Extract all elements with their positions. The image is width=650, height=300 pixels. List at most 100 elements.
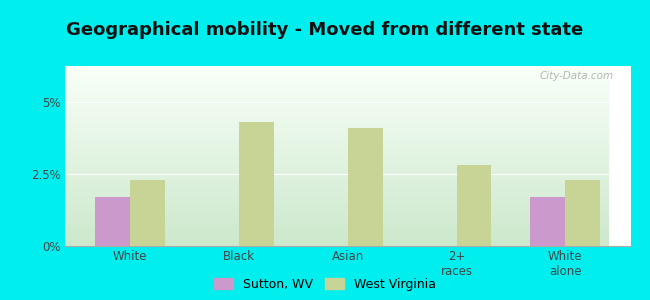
Bar <box>65 128 609 129</box>
Bar <box>65 179 609 180</box>
Bar <box>65 141 609 142</box>
Bar <box>65 78 609 79</box>
Bar <box>65 231 609 232</box>
Bar <box>65 101 609 102</box>
Bar <box>65 172 609 173</box>
Bar <box>65 227 609 228</box>
Bar <box>65 240 609 241</box>
Bar <box>65 224 609 225</box>
Bar <box>65 95 609 96</box>
Bar <box>65 120 609 121</box>
Bar <box>348 128 383 246</box>
Bar <box>65 196 609 197</box>
Bar <box>65 215 609 216</box>
Bar <box>65 107 609 108</box>
Bar <box>65 97 609 98</box>
Bar <box>456 165 491 246</box>
Bar <box>65 232 609 233</box>
Bar <box>65 166 609 167</box>
Bar <box>65 236 609 237</box>
Bar <box>65 157 609 158</box>
Bar <box>65 66 609 67</box>
Bar <box>65 90 609 91</box>
Bar <box>65 176 609 177</box>
Bar <box>65 143 609 144</box>
Bar <box>96 197 130 246</box>
Bar <box>65 122 609 123</box>
Bar <box>65 119 609 120</box>
Bar <box>65 89 609 90</box>
Bar <box>65 96 609 97</box>
Bar <box>65 117 609 118</box>
Bar <box>65 85 609 86</box>
Bar <box>65 114 609 115</box>
Bar <box>65 212 609 213</box>
Bar <box>65 150 609 151</box>
Bar <box>65 228 609 229</box>
Bar <box>65 121 609 122</box>
Bar <box>65 208 609 209</box>
Bar <box>65 213 609 214</box>
Bar <box>65 209 609 210</box>
Bar <box>65 129 609 130</box>
Bar <box>65 171 609 172</box>
Bar <box>65 229 609 230</box>
Bar <box>65 241 609 242</box>
Bar <box>65 116 609 117</box>
Bar <box>65 138 609 139</box>
Bar <box>65 81 609 82</box>
Bar <box>65 197 609 198</box>
Bar <box>65 200 609 201</box>
Bar <box>65 152 609 153</box>
Bar <box>65 125 609 126</box>
Bar <box>65 105 609 106</box>
Bar <box>65 244 609 245</box>
Bar <box>65 201 609 202</box>
Bar <box>65 87 609 88</box>
Bar <box>65 148 609 149</box>
Bar <box>65 206 609 207</box>
Bar <box>65 163 609 164</box>
Bar <box>65 112 609 113</box>
Bar <box>65 144 609 145</box>
Bar <box>65 239 609 240</box>
Bar <box>65 181 609 182</box>
Bar <box>65 142 609 143</box>
Bar <box>65 102 609 103</box>
Bar <box>65 161 609 162</box>
Bar <box>65 137 609 138</box>
Bar <box>65 223 609 224</box>
Bar <box>65 220 609 221</box>
Bar <box>65 198 609 199</box>
Bar <box>65 173 609 174</box>
Bar <box>65 225 609 226</box>
Text: Geographical mobility - Moved from different state: Geographical mobility - Moved from diffe… <box>66 21 584 39</box>
Bar <box>65 151 609 152</box>
Bar <box>65 205 609 206</box>
Bar <box>65 75 609 76</box>
Bar <box>65 133 609 134</box>
Bar <box>65 76 609 77</box>
Bar <box>65 68 609 69</box>
Bar <box>65 214 609 215</box>
Bar <box>65 136 609 137</box>
Bar <box>65 145 609 146</box>
Bar <box>65 104 609 105</box>
Bar <box>65 79 609 80</box>
Bar <box>65 238 609 239</box>
Bar <box>65 210 609 211</box>
Bar <box>65 83 609 84</box>
Bar <box>65 80 609 81</box>
Bar <box>65 69 609 70</box>
Text: City-Data.com: City-Data.com <box>540 71 614 81</box>
Bar <box>65 158 609 159</box>
Bar <box>65 111 609 112</box>
Bar <box>65 195 609 196</box>
Bar <box>65 126 609 127</box>
Bar <box>65 134 609 135</box>
Bar <box>65 216 609 217</box>
Bar <box>65 204 609 205</box>
Bar <box>65 132 609 133</box>
Bar <box>65 146 609 147</box>
Bar <box>65 233 609 234</box>
